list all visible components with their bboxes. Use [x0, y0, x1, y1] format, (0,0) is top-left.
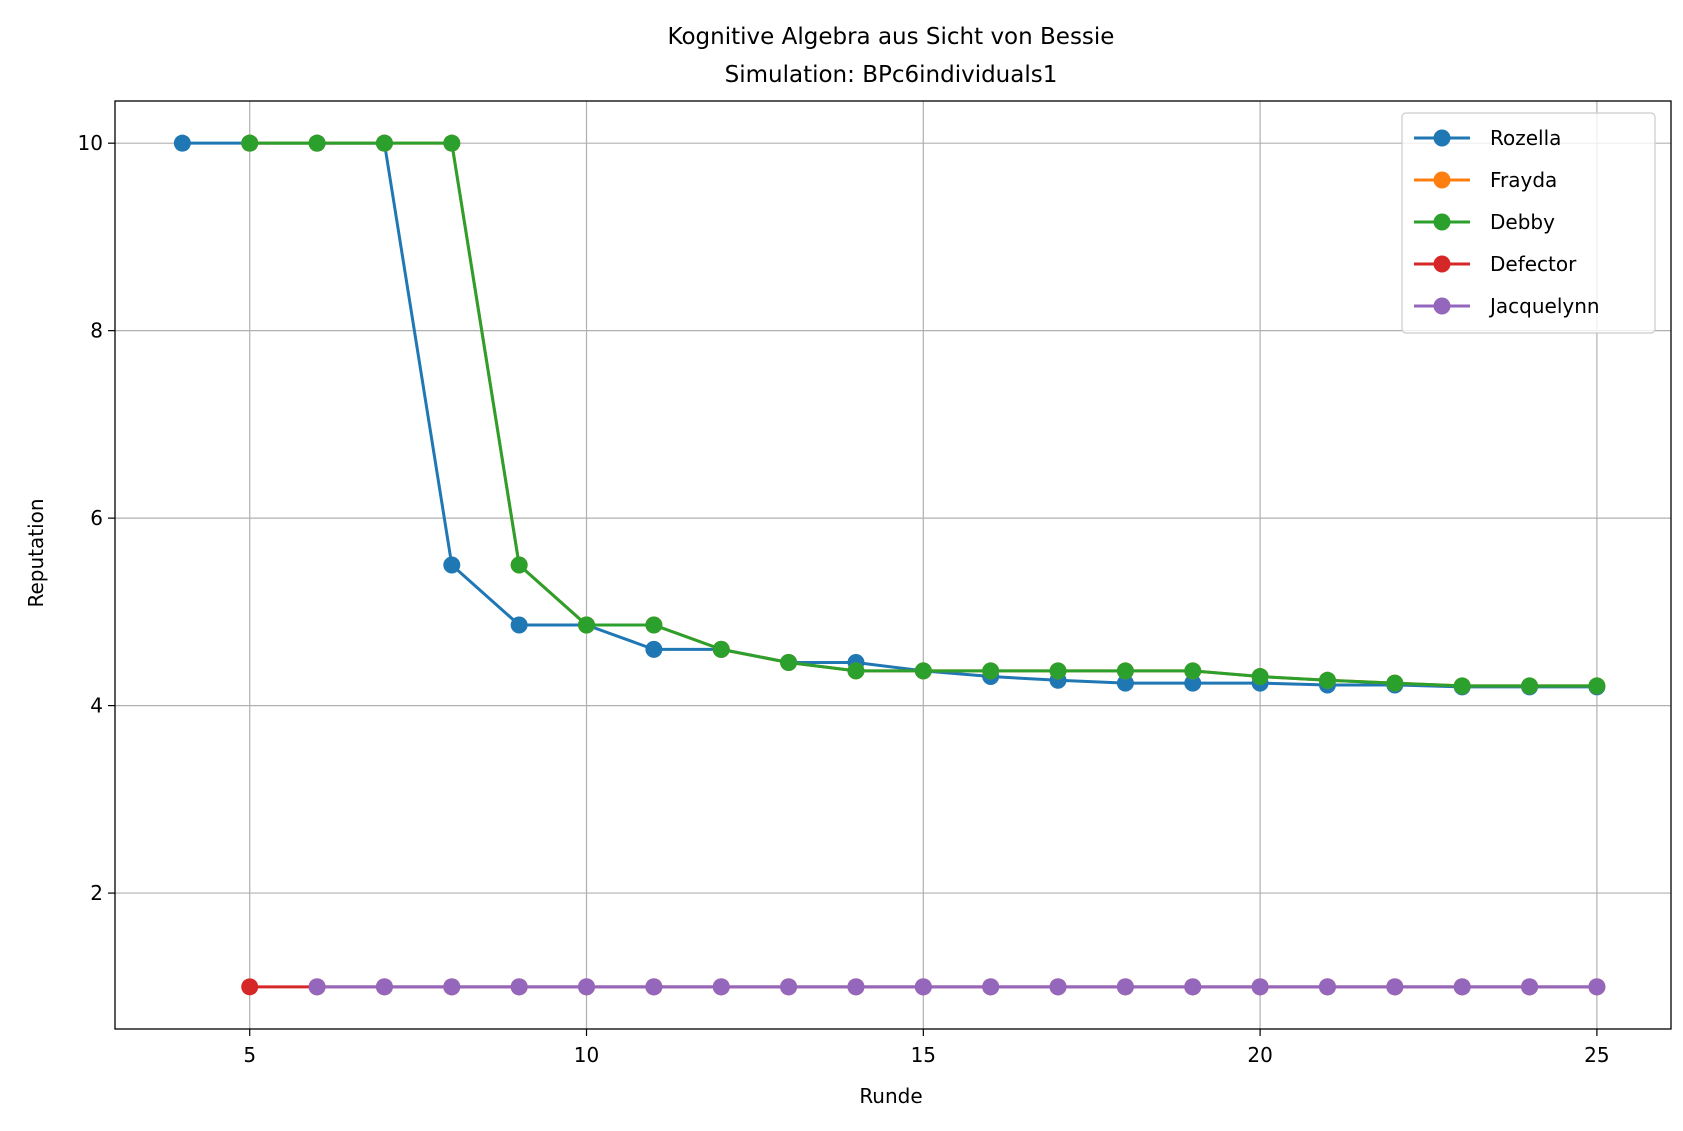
- series-line-rozella: [182, 141, 1597, 689]
- data-point-debby: [1251, 668, 1269, 686]
- data-point-debby: [1318, 671, 1336, 689]
- data-point-debby: [847, 662, 865, 680]
- plot-frame: [114, 100, 1672, 1030]
- data-point-debby: [1386, 674, 1404, 692]
- series-layer: [173, 134, 1606, 996]
- series-debby: [241, 134, 1606, 695]
- data-point-debby: [241, 134, 259, 152]
- data-point-debby: [780, 653, 798, 671]
- data-point-jacquelynn: [1184, 978, 1202, 996]
- y-tick-label: 4: [90, 694, 103, 718]
- data-point-jacquelynn: [375, 978, 393, 996]
- data-point-jacquelynn: [1453, 978, 1471, 996]
- legend-marker: [1433, 297, 1451, 315]
- data-point-jacquelynn: [1251, 978, 1269, 996]
- data-point-jacquelynn: [1386, 978, 1404, 996]
- data-point-debby: [443, 134, 461, 152]
- data-point-rozella: [645, 640, 663, 658]
- data-point-jacquelynn: [645, 978, 663, 996]
- data-point-jacquelynn: [712, 978, 730, 996]
- data-point-jacquelynn: [308, 978, 326, 996]
- data-point-debby: [1116, 662, 1134, 680]
- legend-box: [1401, 112, 1656, 334]
- legend-item-defector: Defector: [1414, 252, 1577, 276]
- y-tick-label: 6: [90, 506, 103, 530]
- data-point-debby: [1521, 677, 1539, 695]
- data-point-debby: [645, 616, 663, 634]
- series-jacquelynn: [308, 978, 1606, 996]
- data-point-jacquelynn: [1521, 978, 1539, 996]
- data-point-jacquelynn: [510, 978, 528, 996]
- legend-label: Rozella: [1490, 126, 1561, 150]
- data-point-jacquelynn: [578, 978, 596, 996]
- data-point-debby: [1453, 677, 1471, 695]
- chart-title: Kognitive Algebra aus Sicht von Bessie: [668, 24, 1115, 50]
- chart-subtitle: Simulation: BPc6individuals1: [725, 62, 1058, 88]
- legend-label: Frayda: [1490, 168, 1557, 192]
- y-axis-label: Reputation: [24, 498, 48, 607]
- data-point-rozella: [1116, 674, 1134, 692]
- legend-marker: [1433, 255, 1451, 273]
- data-point-rozella: [1184, 674, 1202, 692]
- legend-marker: [1433, 129, 1451, 147]
- series-rozella: [173, 134, 1606, 696]
- data-point-debby: [1049, 662, 1067, 680]
- data-point-debby: [712, 640, 730, 658]
- data-point-defector: [241, 978, 259, 996]
- x-tick-label: 5: [243, 1043, 256, 1067]
- data-point-debby: [578, 616, 596, 634]
- data-point-jacquelynn: [780, 978, 798, 996]
- legend-label: Defector: [1490, 252, 1577, 276]
- y-tick-label: 2: [90, 881, 103, 905]
- data-point-jacquelynn: [847, 978, 865, 996]
- data-point-debby: [982, 662, 1000, 680]
- legend-item-frayda: Frayda: [1414, 168, 1557, 192]
- legend-marker: [1433, 213, 1451, 231]
- data-point-jacquelynn: [1049, 978, 1067, 996]
- data-point-jacquelynn: [1318, 978, 1336, 996]
- data-point-jacquelynn: [914, 978, 932, 996]
- y-tick-label: 10: [78, 131, 103, 155]
- x-tick-label: 20: [1247, 1043, 1272, 1067]
- data-point-debby: [914, 662, 932, 680]
- x-tick-label: 15: [911, 1043, 936, 1067]
- data-point-debby: [510, 556, 528, 574]
- legend-marker: [1433, 171, 1451, 189]
- x-tick-label: 10: [574, 1043, 599, 1067]
- data-point-jacquelynn: [982, 978, 1000, 996]
- data-point-rozella: [443, 556, 461, 574]
- legend-label: Jacquelynn: [1488, 294, 1600, 318]
- data-point-rozella: [510, 616, 528, 634]
- data-point-rozella: [173, 134, 191, 152]
- data-point-debby: [375, 134, 393, 152]
- data-point-debby: [1588, 677, 1606, 695]
- x-tick-label: 25: [1584, 1043, 1609, 1067]
- axis-ticks: 5 10 15 20 25 2 4 6 8 10: [78, 131, 1610, 1067]
- legend-label: Debby: [1490, 210, 1555, 234]
- x-axis-label: Runde: [859, 1084, 922, 1108]
- legend: Rozella Frayda Debby Defector Jacquelynn: [1401, 112, 1656, 334]
- data-point-jacquelynn: [1588, 978, 1606, 996]
- data-point-debby: [308, 134, 326, 152]
- legend-item-rozella: Rozella: [1414, 126, 1561, 150]
- data-point-jacquelynn: [1116, 978, 1134, 996]
- legend-item-debby: Debby: [1414, 210, 1555, 234]
- legend-item-jacquelynn: Jacquelynn: [1414, 294, 1600, 318]
- data-point-jacquelynn: [443, 978, 461, 996]
- y-tick-label: 8: [90, 319, 103, 343]
- data-point-debby: [1184, 662, 1202, 680]
